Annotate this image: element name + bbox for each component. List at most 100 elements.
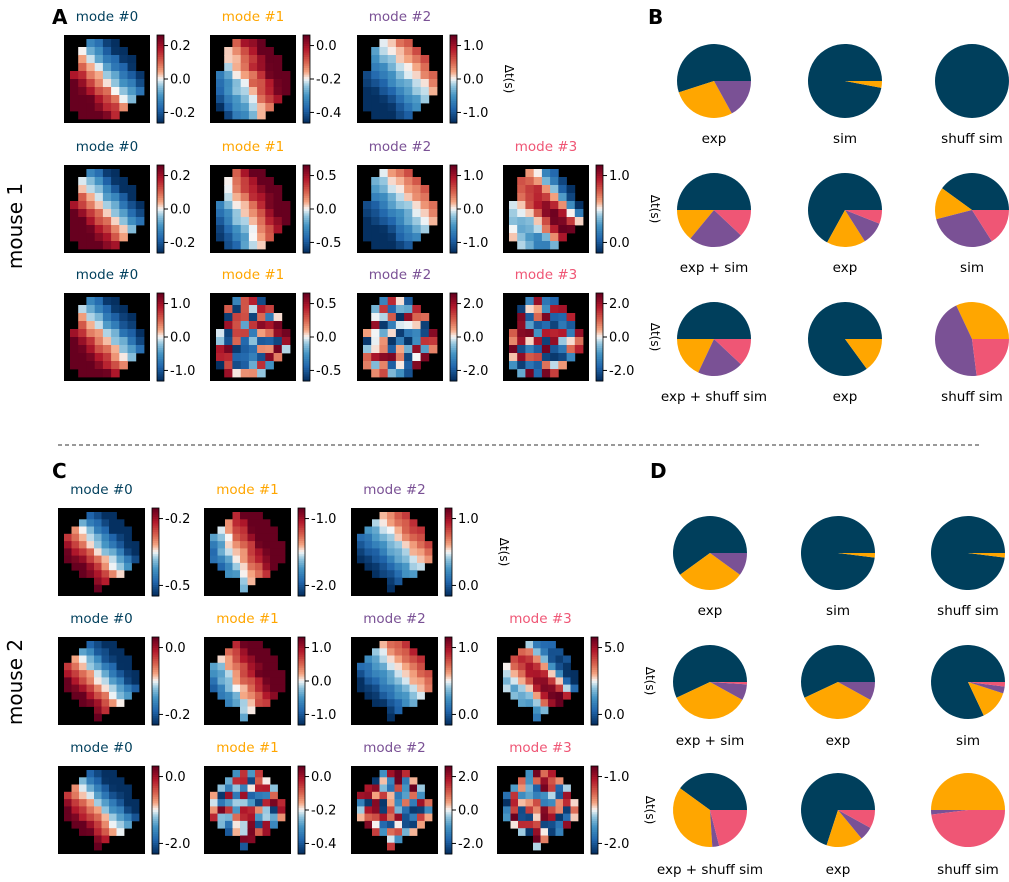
heatmap-cell [240,193,250,202]
heatmap-cell [379,548,388,557]
colorbar-segment [157,101,164,104]
heatmap-cell [119,55,128,64]
colorbar-segment [152,834,159,837]
heatmap-cell [395,313,405,322]
heatmap-cell [379,225,388,234]
heatmap-cell [127,55,137,64]
heatmap-cell [533,670,541,678]
heatmap-cell [135,87,145,96]
heatmap-cell [257,225,266,234]
heatmap-cell [402,784,410,793]
colorbar-segment [152,670,159,673]
heatmap-cell [550,369,559,378]
pie-slice [801,772,875,846]
heatmap-cell [216,209,225,218]
heatmap-cell [71,820,80,829]
heatmap-cell [94,47,104,56]
heatmap-cell [395,345,405,354]
heatmap-cell [558,345,567,354]
heatmap-cell [550,217,559,226]
colorbar-segment [445,716,452,719]
heatmap-cell [86,691,95,700]
heatmap-cell [265,305,274,314]
heatmap-cell [86,39,95,48]
colorbar-segment [591,665,598,669]
heatmap-cell [540,799,549,807]
pie-slice [676,682,743,719]
colorbar-segment [298,788,305,791]
colorbar-segment [596,193,603,197]
heatmap-cell [270,548,278,557]
heatmap-cell [78,313,87,322]
colorbar-segment [157,326,164,329]
heatmap-cell [558,209,567,218]
colorbar-segment [591,796,598,800]
heatmap-cell [409,699,418,707]
colorbar-segment [303,378,310,382]
heatmap-cell [101,706,110,715]
heatmap-cell [566,185,576,194]
colorbar-segment [157,345,164,349]
colorbar-segment [157,61,164,65]
colorbar-segment [445,541,452,544]
heatmap-cell [116,813,125,822]
heatmap-cell [372,541,380,549]
colorbar-tick-label: -1.0 [463,236,488,251]
colorbar-segment [303,222,310,225]
mode-title: mode #2 [369,267,431,283]
heatmap-cell [420,79,430,88]
colorbar-segment [591,783,598,787]
colorbar-tick-label: 1.0 [458,512,479,527]
heatmap-cell [101,512,110,520]
colorbar-segment [298,768,305,771]
colorbar-segment [298,525,305,529]
heatmap-cell [232,103,241,112]
heatmap-cell [566,193,576,202]
heatmap-cell [387,297,397,306]
heatmap-cell [225,648,233,656]
colorbar-segment [157,204,164,208]
heatmap-cell [503,806,511,815]
colorbar-segment [450,54,457,58]
heatmap-cell [78,79,87,88]
heatmap-cell [417,677,425,686]
colorbar-segment [298,836,305,840]
colorbar-segment [152,783,159,787]
heatmap-cell [533,791,541,800]
heatmap-cell [224,79,233,88]
mode-title: mode #3 [509,611,571,627]
heatmap-cell [387,648,395,656]
heatmap-cell [240,225,250,234]
pie-slice [710,810,747,846]
heatmap-cell [94,784,102,793]
heatmap-cell [395,169,405,178]
colorbar-segment [591,834,598,837]
colorbar-segment [298,834,305,837]
colorbar-segment [445,534,452,538]
heatmap-cell [94,842,102,851]
heatmap-mode [351,766,438,854]
colorbar-segment [152,674,159,678]
heatmap-cell [109,828,117,836]
colorbar-segment [303,295,310,298]
colorbar-segment [591,663,598,667]
heatmap-cell [111,321,120,330]
heatmap-cell [86,684,95,693]
colorbar-segment [152,720,159,724]
heatmap-cell [517,225,526,234]
heatmap-cell [64,684,72,693]
colorbar-segment [157,41,164,45]
heatmap-cell [86,55,95,64]
heatmap-cell [224,193,233,202]
heatmap-cell [409,828,418,836]
heatmap-cell [387,225,397,234]
heatmap-cell [402,699,410,707]
heatmap-cell [395,225,405,234]
colorbar-segment [450,312,457,316]
colorbar-segment [303,76,310,80]
heatmap-cell [379,47,388,56]
heatmap-cell [550,353,559,362]
heatmap-cell [131,684,140,693]
colorbar-segment [152,796,159,800]
heatmap-cell [86,63,95,72]
